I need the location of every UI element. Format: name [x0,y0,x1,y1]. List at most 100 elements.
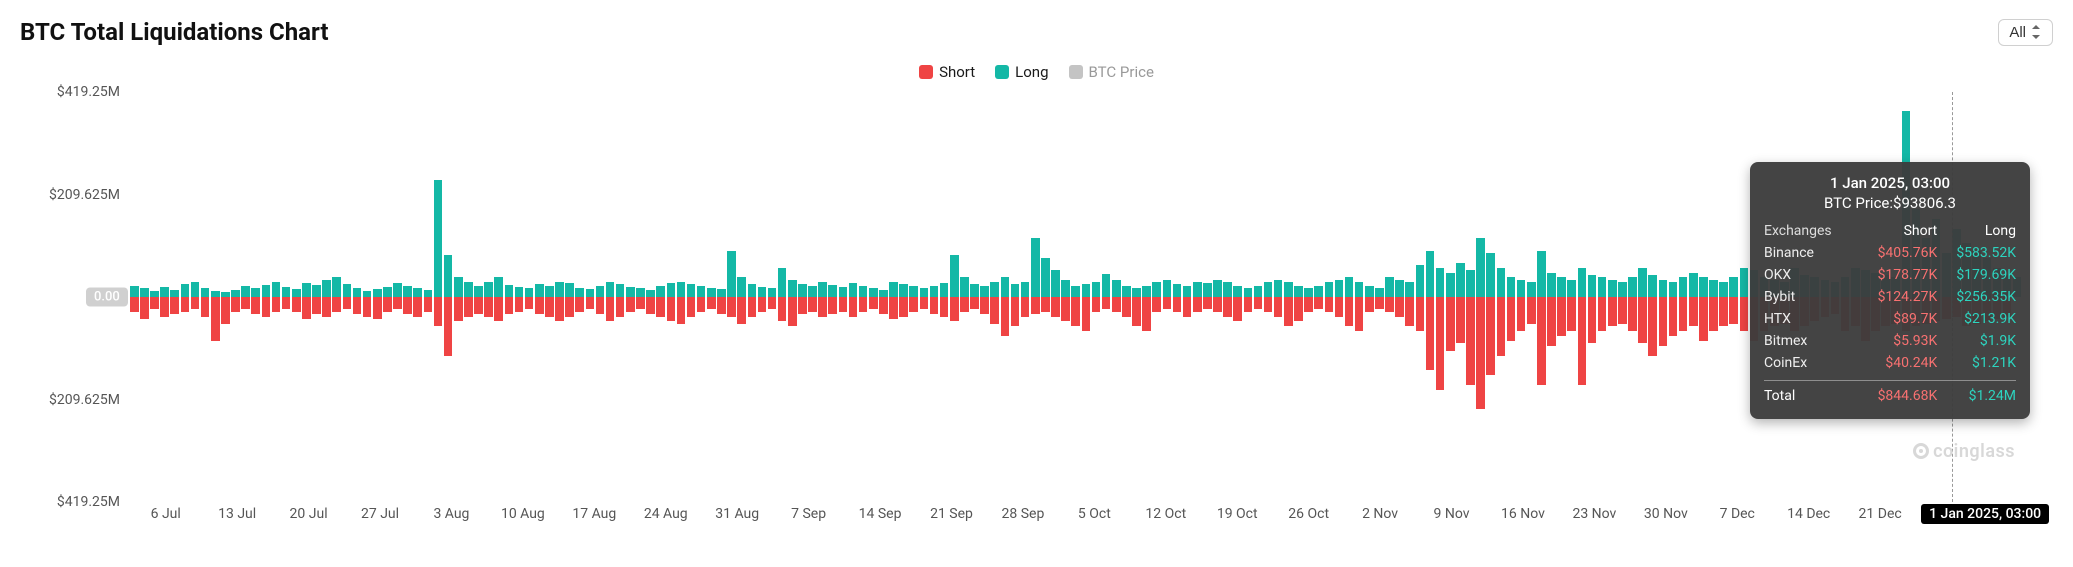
bar-column[interactable] [646,92,655,502]
bar-column[interactable] [1537,92,1546,502]
bar-column[interactable] [1466,92,1475,502]
bar-column[interactable] [1497,92,1506,502]
bar-column[interactable] [1689,92,1698,502]
bar-column[interactable] [1223,92,1232,502]
bar-column[interactable] [545,92,554,502]
bar-column[interactable] [332,92,341,502]
bar-column[interactable] [1628,92,1637,502]
legend-item-long[interactable]: Long [995,63,1048,81]
bar-column[interactable] [1041,92,1050,502]
bar-column[interactable] [707,92,716,502]
bar-column[interactable] [1274,92,1283,502]
bar-column[interactable] [474,92,483,502]
bar-column[interactable] [1213,92,1222,502]
bar-column[interactable] [656,92,665,502]
bar-column[interactable] [1709,92,1718,502]
bar-column[interactable] [586,92,595,502]
bar-column[interactable] [1476,92,1485,502]
bar-column[interactable] [221,92,230,502]
bar-column[interactable] [1517,92,1526,502]
bar-column[interactable] [191,92,200,502]
chart-area[interactable]: $419.25M$209.625M$209.625M$419.25M coing… [130,92,2023,532]
bar-column[interactable] [616,92,625,502]
bar-column[interactable] [150,92,159,502]
bar-column[interactable] [565,92,574,502]
bar-column[interactable] [282,92,291,502]
bar-column[interactable] [1395,92,1404,502]
bar-column[interactable] [798,92,807,502]
bar-column[interactable] [768,92,777,502]
bar-column[interactable] [1011,92,1020,502]
bar-column[interactable] [1446,92,1455,502]
bar-column[interactable] [1456,92,1465,502]
bar-column[interactable] [170,92,179,502]
bar-column[interactable] [1264,92,1273,502]
bar-column[interactable] [1740,92,1749,502]
bar-column[interactable] [555,92,564,502]
bar-column[interactable] [343,92,352,502]
bar-column[interactable] [636,92,645,502]
bar-column[interactable] [1294,92,1303,502]
bar-column[interactable] [1638,92,1647,502]
bar-column[interactable] [1335,92,1344,502]
bar-column[interactable] [353,92,362,502]
bar-column[interactable] [515,92,524,502]
bar-column[interactable] [434,92,443,502]
bar-column[interactable] [879,92,888,502]
bar-column[interactable] [1233,92,1242,502]
bar-column[interactable] [596,92,605,502]
bar-column[interactable] [140,92,149,502]
bar-column[interactable] [930,92,939,502]
bar-column[interactable] [1122,92,1131,502]
bar-column[interactable] [1254,92,1263,502]
bar-column[interactable] [383,92,392,502]
bar-column[interactable] [1314,92,1323,502]
bar-column[interactable] [525,92,534,502]
bar-column[interactable] [950,92,959,502]
bar-column[interactable] [940,92,949,502]
bar-column[interactable] [1203,92,1212,502]
bar-column[interactable] [1051,92,1060,502]
bar-column[interactable] [505,92,514,502]
bar-column[interactable] [1699,92,1708,502]
range-selector-button[interactable]: All [1998,19,2053,46]
bar-column[interactable] [1648,92,1657,502]
bar-column[interactable] [181,92,190,502]
bar-column[interactable] [1021,92,1030,502]
bar-column[interactable] [1507,92,1516,502]
bar-column[interactable] [727,92,736,502]
bar-column[interactable] [1152,92,1161,502]
bar-column[interactable] [302,92,311,502]
bar-column[interactable] [1416,92,1425,502]
bar-column[interactable] [464,92,473,502]
bar-column[interactable] [454,92,463,502]
bar-column[interactable] [859,92,868,502]
bar-column[interactable] [1031,92,1040,502]
bar-column[interactable] [393,92,402,502]
bar-column[interactable] [1385,92,1394,502]
bar-column[interactable] [970,92,979,502]
bar-column[interactable] [667,92,676,502]
bar-column[interactable] [1345,92,1354,502]
bar-column[interactable] [626,92,635,502]
bar-column[interactable] [1405,92,1414,502]
bar-column[interactable] [990,92,999,502]
bar-column[interactable] [1304,92,1313,502]
bar-column[interactable] [130,92,139,502]
bar-column[interactable] [1132,92,1141,502]
bar-column[interactable] [444,92,453,502]
bar-column[interactable] [1082,92,1091,502]
bar-column[interactable] [322,92,331,502]
bar-column[interactable] [241,92,250,502]
bar-column[interactable] [758,92,767,502]
bar-column[interactable] [272,92,281,502]
bar-column[interactable] [201,92,210,502]
bar-column[interactable] [697,92,706,502]
bar-column[interactable] [1112,92,1121,502]
bar-column[interactable] [1669,92,1678,502]
bar-column[interactable] [1142,92,1151,502]
bar-column[interactable] [818,92,827,502]
bar-column[interactable] [484,92,493,502]
bar-column[interactable] [909,92,918,502]
bar-column[interactable] [1375,92,1384,502]
